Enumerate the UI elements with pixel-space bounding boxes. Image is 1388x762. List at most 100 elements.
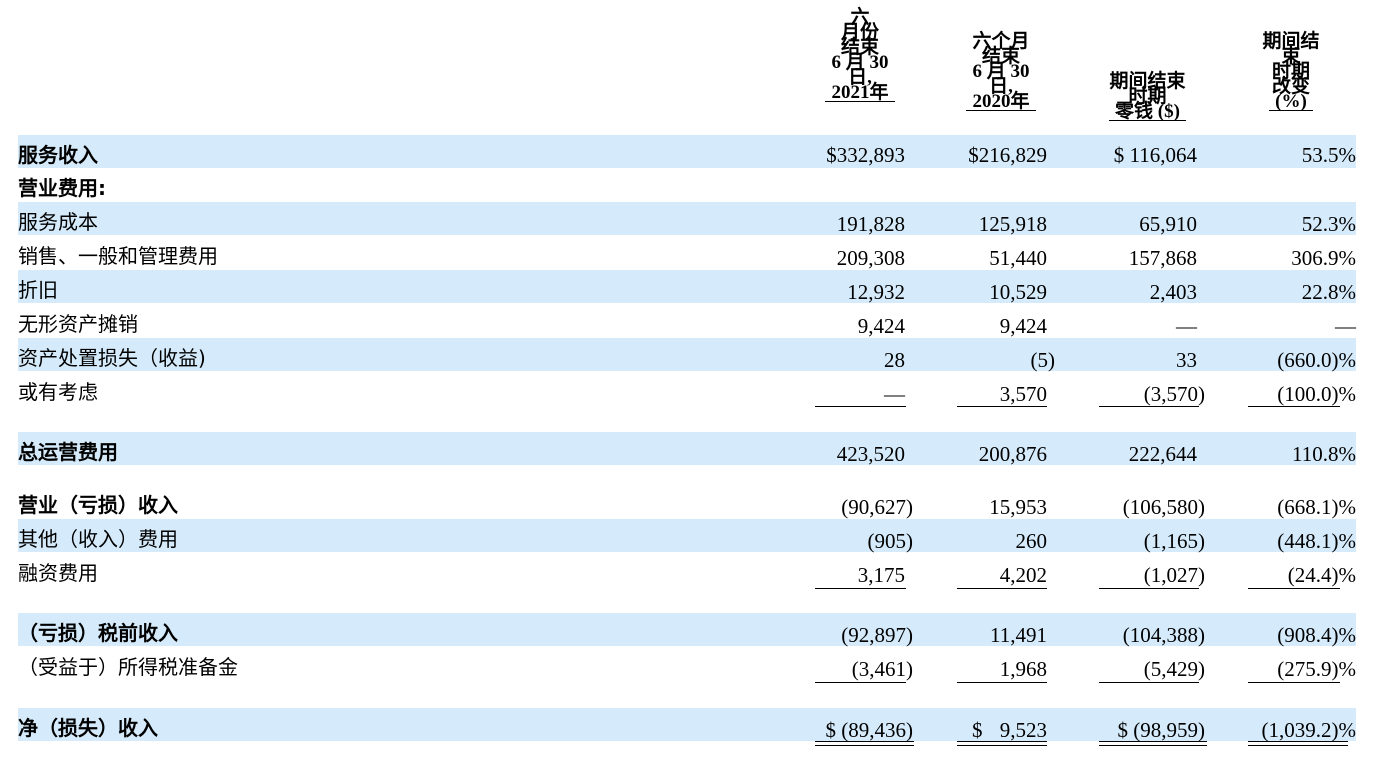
header-line: 零钱 ($) <box>1109 102 1186 121</box>
value-2021: (905) <box>867 529 914 553</box>
row-cost-of-service: 服务成本 191,828 125,918 65,910 52.3% <box>18 202 1356 236</box>
header-line: 期间结束 <box>1109 71 1186 92</box>
subtotal-rule <box>957 406 1047 407</box>
total-double-rule <box>1248 741 1348 746</box>
value-change: 65,910 <box>1139 212 1197 236</box>
value-2020: 10,529 <box>989 280 1047 304</box>
value-change: (106,580) <box>1122 495 1205 519</box>
subtotal-rule <box>1248 588 1340 589</box>
row-contingent-consideration: 或有考虑 — 3,570 (3,570) (100.0)% <box>18 372 1356 406</box>
value-2021: (90,627) <box>841 495 913 519</box>
value-change-pct: (908.4)% <box>1277 623 1356 647</box>
value-change-pct: (660.0)% <box>1277 348 1356 372</box>
subtotal-rule <box>815 588 906 589</box>
row-pretax-income: （亏损）税前收入 (92,897) 11,491 (104,388) (908.… <box>18 613 1356 647</box>
row-sga: 销售、一般和管理费用 209,308 51,440 157,868 306.9% <box>18 236 1356 270</box>
value-change-pct: 53.5% <box>1301 143 1356 167</box>
row-service-revenue: 服务收入 $332,893 $216,829 $ 116,064 53.5% <box>18 135 1356 168</box>
value-change: 157,868 <box>1128 246 1197 270</box>
row-label: 服务收入 <box>18 143 98 167</box>
header-line: 月份 <box>840 22 879 43</box>
value-change: 222,644 <box>1128 442 1197 466</box>
header-line: 结束 <box>981 46 1020 67</box>
value-2021: 191,828 <box>836 212 905 236</box>
header-line: 时期 <box>1271 61 1310 82</box>
header-line: 结束 <box>840 37 879 58</box>
subtotal-rule <box>1099 682 1199 683</box>
value-change: 33 <box>1176 348 1197 372</box>
value-change: — <box>1176 314 1197 338</box>
subtotal-rule <box>1099 588 1199 589</box>
header-line: 六 <box>850 7 870 28</box>
row-other-income: 其他（收入）费用 (905) 260 (1,165) (448.1)% <box>18 519 1356 553</box>
value-change-pct: 52.3% <box>1301 212 1356 236</box>
subtotal-rule <box>957 588 1047 589</box>
value-2020: 3,570 <box>999 382 1047 406</box>
header-2021: 六 月份 结束 6 月 30 日, 2021年 <box>815 7 905 102</box>
total-double-rule <box>1099 741 1207 746</box>
row-operating-income: 营业（亏损）收入 (90,627) 15,953 (106,580) (668.… <box>18 485 1356 519</box>
value-2021: 3,175 <box>857 563 905 587</box>
value-change: (1,165) <box>1143 529 1205 553</box>
subtotal-rule <box>815 682 906 683</box>
row-depreciation: 折旧 12,932 10,529 2,403 22.8% <box>18 270 1356 304</box>
header-line: 时期 <box>1128 86 1167 107</box>
value-2020: 9,424 <box>999 314 1047 338</box>
value-2020: 125,918 <box>978 212 1047 236</box>
value-2021: (3,461) <box>851 657 913 681</box>
total-double-rule <box>815 741 914 746</box>
value-2021: 9,424 <box>857 314 905 338</box>
row-label: （亏损）税前收入 <box>18 621 178 645</box>
value-change: 2,403 <box>1149 280 1197 304</box>
value-2021: 28 <box>884 348 905 372</box>
row-label: 其他（收入）费用 <box>18 527 178 551</box>
header-2020: 六个月 结束 6 月 30 日, 2020年 <box>955 31 1047 111</box>
header-line: 6 月 30 <box>972 61 1030 82</box>
value-2020: 260 <box>1015 529 1048 553</box>
header-line: 2020年 <box>966 92 1036 111</box>
value-2020: $ 9,523 <box>972 718 1047 742</box>
value-2021: 423,520 <box>836 442 905 466</box>
row-operating-expenses: 营业费用: <box>18 168 1356 201</box>
row-label: 或有考虑 <box>18 380 98 404</box>
value-change-pct: (100.0)% <box>1277 382 1356 406</box>
header-period-change-percent: 期间结 束 时期 改变 (%) <box>1245 31 1337 111</box>
row-label: 营业费用: <box>18 176 106 200</box>
row-total-operating-expenses: 总运营费用 423,520 200,876 222,644 110.8% <box>18 432 1356 466</box>
total-double-rule <box>957 741 1047 746</box>
value-change: $ 116,064 <box>1113 143 1197 167</box>
header-line: 束 <box>1281 46 1301 67</box>
value-change-pct: 110.8% <box>1292 442 1356 466</box>
value-change-pct: (24.4)% <box>1287 563 1356 587</box>
header-line: 日, <box>989 76 1013 97</box>
row-label: 融资费用 <box>18 561 98 585</box>
row-label: 营业（亏损）收入 <box>18 493 178 517</box>
value-change-pct: (448.1)% <box>1277 529 1356 553</box>
value-2020: 51,440 <box>989 246 1047 270</box>
row-label: 资产处置损失（收益) <box>18 346 206 370</box>
value-change: (5,429) <box>1143 657 1205 681</box>
header-line: (%) <box>1269 92 1313 111</box>
value-2020: 15,953 <box>989 495 1047 519</box>
value-change-pct: 22.8% <box>1301 280 1356 304</box>
value-2021: 209,308 <box>836 246 905 270</box>
value-change-pct: (275.9)% <box>1277 657 1356 681</box>
value-2021: 12,932 <box>847 280 905 304</box>
value-2020: 11,491 <box>990 623 1047 647</box>
row-label: 无形资产摊销 <box>18 312 138 336</box>
row-asset-disposal: 资产处置损失（收益) 28 (5) 33 (660.0)% <box>18 338 1356 372</box>
value-2020: 4,202 <box>999 563 1047 587</box>
value-change-pct: 306.9% <box>1291 246 1356 270</box>
value-2020: $216,829 <box>968 143 1047 167</box>
row-financing-expense: 融资费用 3,175 4,202 (1,027) (24.4)% <box>18 553 1356 587</box>
header-line: 期间结 <box>1262 31 1320 52</box>
value-2021: $332,893 <box>826 143 905 167</box>
value-2021: (92,897) <box>841 623 913 647</box>
value-change: $ (98,959) <box>1117 718 1206 742</box>
header-line: 六个月 <box>972 31 1030 52</box>
value-change-pct: (1,039.2)% <box>1261 718 1356 742</box>
row-net-income: 净（损失）收入 $ (89,436) $ 9,523 $ (98,959) (1… <box>18 708 1356 742</box>
header-line: 日, <box>848 67 872 88</box>
header-line: 6 月 30 <box>831 52 889 73</box>
value-2021: $ (89,436) <box>825 718 914 742</box>
